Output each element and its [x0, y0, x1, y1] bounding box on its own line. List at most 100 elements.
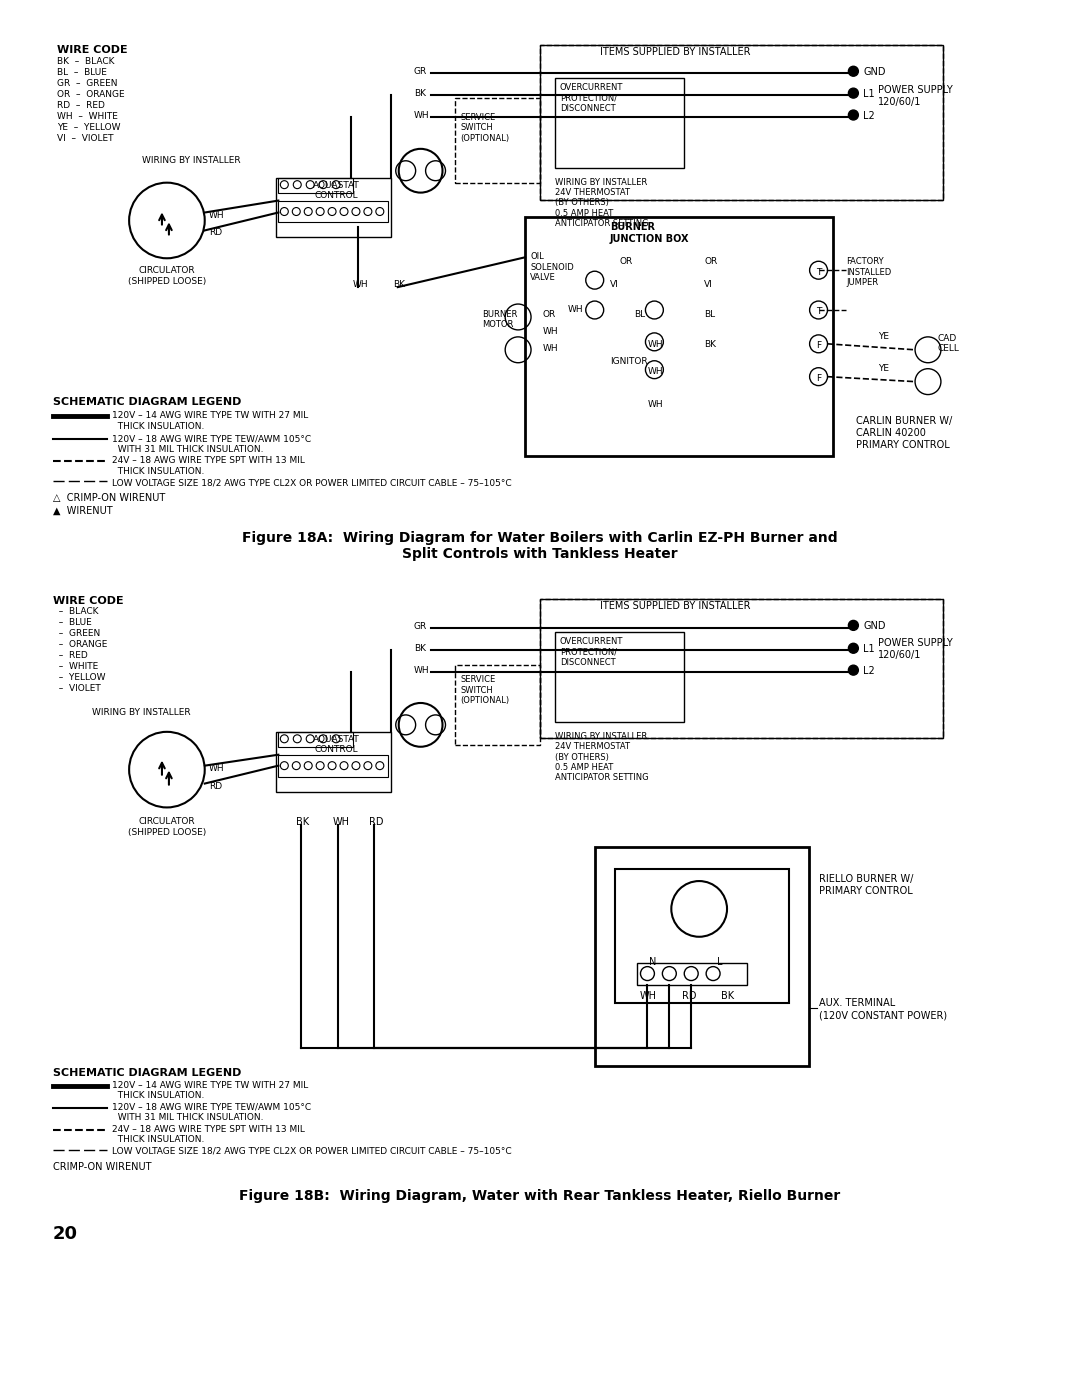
Text: WH: WH [647, 367, 663, 376]
Text: GND: GND [863, 67, 886, 77]
Text: RD  –  RED: RD – RED [57, 101, 106, 110]
Bar [637, 963, 747, 985]
Circle shape [849, 665, 859, 675]
Text: RD: RD [369, 817, 383, 827]
Text: CIRCULATOR
(SHIPPED LOOSE): CIRCULATOR (SHIPPED LOOSE) [127, 817, 206, 837]
Circle shape [849, 110, 859, 120]
Text: GR: GR [414, 67, 427, 77]
Bar [279, 177, 353, 193]
Text: OR: OR [704, 257, 717, 267]
Bar [279, 732, 353, 747]
Text: POWER SUPPLY
120/60/1: POWER SUPPLY 120/60/1 [878, 85, 953, 106]
Text: AUX. TERMINAL
(120V CONSTANT POWER): AUX. TERMINAL (120V CONSTANT POWER) [819, 999, 947, 1020]
Text: WH: WH [208, 211, 225, 219]
Text: WH: WH [543, 327, 558, 335]
Text: SCHEMATIC DIAGRAM LEGEND: SCHEMATIC DIAGRAM LEGEND [53, 1069, 241, 1078]
Bar [276, 177, 391, 237]
Text: POWER SUPPLY
120/60/1: POWER SUPPLY 120/60/1 [878, 638, 953, 659]
Text: VI: VI [609, 281, 619, 289]
Text: OVERCURRENT
PROTECTION/
DISCONNECT: OVERCURRENT PROTECTION/ DISCONNECT [559, 84, 623, 113]
Bar [555, 78, 685, 168]
Text: YE  –  YELLOW: YE – YELLOW [57, 123, 121, 131]
Text: BK: BK [296, 817, 309, 827]
Text: RD: RD [208, 229, 221, 237]
Text: VI  –  VIOLET: VI – VIOLET [57, 134, 114, 142]
Text: –  BLACK: – BLACK [53, 608, 98, 616]
Text: WH: WH [414, 110, 429, 120]
Text: CAD
CELL: CAD CELL [937, 334, 960, 353]
Text: F: F [816, 374, 821, 383]
Text: CRIMP-ON WIRENUT: CRIMP-ON WIRENUT [53, 1161, 151, 1172]
Text: WIRING BY INSTALLER: WIRING BY INSTALLER [92, 708, 191, 717]
Text: 24V – 18 AWG WIRE TYPE SPT WITH 13 MIL
  THICK INSULATION.: 24V – 18 AWG WIRE TYPE SPT WITH 13 MIL T… [112, 1125, 305, 1144]
Text: WIRE CODE: WIRE CODE [53, 595, 123, 605]
Text: –  VIOLET: – VIOLET [53, 685, 100, 693]
Text: IGNITOR: IGNITOR [609, 356, 647, 366]
Text: BK: BK [414, 644, 426, 654]
Text: BK: BK [393, 281, 405, 289]
Text: –  ORANGE: – ORANGE [53, 640, 107, 650]
Text: –  YELLOW: – YELLOW [53, 673, 105, 682]
Text: T: T [815, 268, 821, 277]
Text: L2: L2 [863, 666, 875, 676]
Text: WH: WH [414, 666, 429, 675]
Bar [540, 45, 943, 200]
Text: L1: L1 [863, 644, 875, 654]
Text: YE: YE [878, 332, 889, 341]
Bar [276, 732, 391, 792]
Text: L2: L2 [863, 110, 875, 122]
Circle shape [849, 620, 859, 630]
Text: GND: GND [863, 622, 886, 631]
Text: FACTORY
INSTALLED
JUMPER: FACTORY INSTALLED JUMPER [847, 257, 892, 286]
Text: WH: WH [639, 992, 657, 1002]
Text: BL: BL [635, 310, 646, 319]
Text: WIRING BY INSTALLER: WIRING BY INSTALLER [143, 156, 241, 165]
Text: BK: BK [721, 992, 734, 1002]
Text: WIRING BY INSTALLER
24V THERMOSTAT
(BY OTHERS)
0.5 AMP HEAT
ANTICIPATOR SETTING: WIRING BY INSTALLER 24V THERMOSTAT (BY O… [555, 732, 649, 782]
Text: BK: BK [414, 89, 426, 98]
Bar [540, 598, 943, 738]
Text: 120V – 14 AWG WIRE TYPE TW WITH 27 MIL
  THICK INSULATION.: 120V – 14 AWG WIRE TYPE TW WITH 27 MIL T… [112, 1081, 309, 1101]
Text: 24V – 18 AWG WIRE TYPE SPT WITH 13 MIL
  THICK INSULATION.: 24V – 18 AWG WIRE TYPE SPT WITH 13 MIL T… [112, 457, 305, 475]
Text: Figure 18A:  Wiring Diagram for Water Boilers with Carlin EZ-PH Burner and
Split: Figure 18A: Wiring Diagram for Water Boi… [242, 531, 838, 562]
Circle shape [849, 88, 859, 98]
Text: WH: WH [208, 764, 225, 773]
Text: OVERCURRENT
PROTECTION/
DISCONNECT: OVERCURRENT PROTECTION/ DISCONNECT [559, 637, 623, 668]
Bar [540, 598, 943, 738]
Text: BK  –  BLACK: BK – BLACK [57, 57, 114, 66]
Text: 120V – 18 AWG WIRE TYPE TEW/AWM 105°C
  WITH 31 MIL THICK INSULATION.: 120V – 18 AWG WIRE TYPE TEW/AWM 105°C WI… [112, 434, 311, 454]
Text: ITEMS SUPPLIED BY INSTALLER: ITEMS SUPPLIED BY INSTALLER [599, 47, 751, 57]
Text: OIL
SOLENOID
VALVE: OIL SOLENOID VALVE [530, 253, 573, 282]
Text: WH: WH [353, 281, 368, 289]
Text: WH: WH [647, 400, 663, 408]
Text: RIELLO BURNER W/
PRIMARY CONTROL: RIELLO BURNER W/ PRIMARY CONTROL [819, 875, 913, 895]
Text: BL  –  BLUE: BL – BLUE [57, 68, 107, 77]
Text: T: T [815, 307, 821, 317]
Bar [540, 45, 943, 200]
Text: SCHEMATIC DIAGRAM LEGEND: SCHEMATIC DIAGRAM LEGEND [53, 397, 241, 407]
Text: OR: OR [620, 257, 633, 267]
Text: ▲  WIRENUT: ▲ WIRENUT [53, 506, 112, 515]
Text: SERVICE
SWITCH
(OPTIONAL): SERVICE SWITCH (OPTIONAL) [460, 675, 510, 705]
Text: –  BLUE: – BLUE [53, 619, 92, 627]
Text: WH: WH [333, 817, 350, 827]
Text: Figure 18B:  Wiring Diagram, Water with Rear Tankless Heater, Riello Burner: Figure 18B: Wiring Diagram, Water with R… [240, 1189, 840, 1203]
Text: WH: WH [647, 339, 663, 349]
Text: BURNER
JUNCTION BOX: BURNER JUNCTION BOX [609, 222, 689, 244]
Text: WH: WH [568, 305, 583, 314]
Circle shape [849, 643, 859, 654]
Text: WH  –  WHITE: WH – WHITE [57, 112, 119, 122]
Text: WH: WH [543, 344, 558, 353]
Bar [595, 847, 809, 1066]
Text: WIRING BY INSTALLER
24V THERMOSTAT
(BY OTHERS)
0.5 AMP HEAT
ANTICIPATOR SETTING: WIRING BY INSTALLER 24V THERMOSTAT (BY O… [555, 177, 649, 228]
Text: VI: VI [704, 281, 713, 289]
Text: 120V – 14 AWG WIRE TYPE TW WITH 27 MIL
  THICK INSULATION.: 120V – 14 AWG WIRE TYPE TW WITH 27 MIL T… [112, 412, 309, 430]
Text: OR  –  ORANGE: OR – ORANGE [57, 91, 125, 99]
Text: CIRCULATOR
(SHIPPED LOOSE): CIRCULATOR (SHIPPED LOOSE) [127, 267, 206, 285]
Text: 120V – 18 AWG WIRE TYPE TEW/AWM 105°C
  WITH 31 MIL THICK INSULATION.: 120V – 18 AWG WIRE TYPE TEW/AWM 105°C WI… [112, 1102, 311, 1122]
Bar [456, 665, 540, 745]
Text: △  CRIMP-ON WIRENUT: △ CRIMP-ON WIRENUT [53, 493, 165, 503]
Text: LOW VOLTAGE SIZE 18/2 AWG TYPE CL2X OR POWER LIMITED CIRCUIT CABLE – 75–105°C: LOW VOLTAGE SIZE 18/2 AWG TYPE CL2X OR P… [112, 478, 512, 488]
Text: ITEMS SUPPLIED BY INSTALLER: ITEMS SUPPLIED BY INSTALLER [599, 601, 751, 610]
Text: L: L [717, 957, 723, 967]
